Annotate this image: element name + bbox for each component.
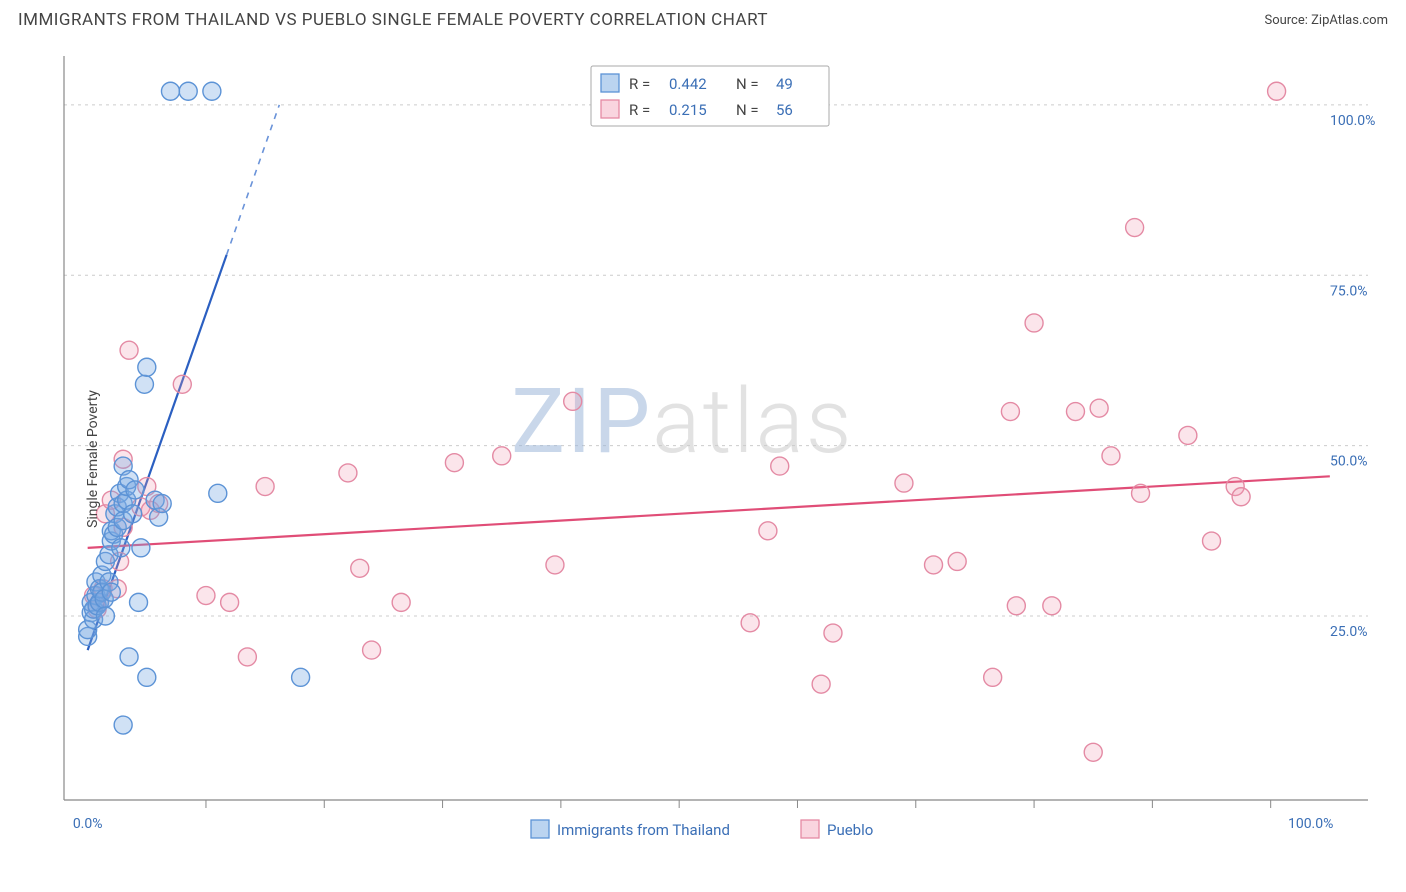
data-point-blue bbox=[203, 82, 221, 100]
data-point-pink bbox=[1132, 484, 1150, 502]
data-point-pink bbox=[771, 457, 789, 475]
legend-series: Immigrants from Thailand Pueblo bbox=[531, 820, 873, 839]
source-credit: Source: ZipAtlas.com bbox=[1264, 13, 1388, 28]
data-point-pink bbox=[741, 614, 759, 632]
data-point-pink bbox=[1232, 488, 1250, 506]
data-point-blue bbox=[96, 607, 114, 625]
data-point-blue bbox=[209, 484, 227, 502]
svg-text:R =: R = bbox=[629, 75, 650, 93]
data-point-blue bbox=[153, 495, 171, 513]
correlation-chart: 25.0% 50.0% 75.0% 100.0% ZIPatlas 0.0% 100.0% R… bbox=[18, 44, 1388, 874]
chart-container: Single Female Poverty 25.0% 50.0% 75.0% 100… bbox=[18, 44, 1388, 874]
y-axis-label: Single Female Poverty bbox=[85, 390, 101, 528]
data-point-pink bbox=[1007, 597, 1025, 615]
data-point-pink bbox=[197, 587, 215, 605]
data-point-pink bbox=[1268, 82, 1286, 100]
watermark: ZIPatlas bbox=[511, 369, 853, 474]
data-point-blue bbox=[179, 82, 197, 100]
data-point-blue bbox=[114, 716, 132, 734]
data-point-pink bbox=[351, 559, 369, 577]
data-point-pink bbox=[1126, 219, 1144, 237]
data-point-pink bbox=[564, 392, 582, 410]
svg-text:N =: N = bbox=[736, 75, 759, 93]
data-point-blue bbox=[138, 358, 156, 376]
y-tick-label: 25.0% bbox=[1330, 624, 1368, 640]
data-point-blue bbox=[130, 593, 148, 611]
legend-stats: R = 0.442 N = 49 R = 0.215 N = 56 bbox=[591, 66, 829, 126]
data-point-pink bbox=[256, 478, 274, 496]
svg-text:N =: N = bbox=[736, 101, 759, 119]
source-prefix: Source: bbox=[1264, 13, 1311, 28]
data-point-pink bbox=[1102, 447, 1120, 465]
data-point-pink bbox=[925, 556, 943, 574]
data-point-pink bbox=[1090, 399, 1108, 417]
data-point-pink bbox=[445, 454, 463, 472]
svg-text:Pueblo: Pueblo bbox=[827, 821, 873, 839]
y-tick-label: 100.0% bbox=[1330, 113, 1375, 129]
data-point-pink bbox=[546, 556, 564, 574]
data-point-blue bbox=[138, 668, 156, 686]
data-point-pink bbox=[824, 624, 842, 642]
data-point-pink bbox=[984, 668, 1002, 686]
data-point-blue bbox=[120, 648, 138, 666]
data-point-blue bbox=[292, 668, 310, 686]
chart-title: IMMIGRANTS FROM THAILAND VS PUEBLO SINGL… bbox=[18, 10, 768, 30]
svg-text:49: 49 bbox=[776, 75, 793, 93]
data-point-blue bbox=[161, 82, 179, 100]
data-point-blue bbox=[102, 583, 120, 601]
source-link[interactable]: ZipAtlas.com bbox=[1311, 13, 1388, 28]
x-origin-label: 0.0% bbox=[73, 816, 103, 832]
svg-text:0.442: 0.442 bbox=[669, 75, 707, 93]
data-point-pink bbox=[120, 341, 138, 359]
data-point-pink bbox=[221, 593, 239, 611]
data-point-pink bbox=[895, 474, 913, 492]
data-point-pink bbox=[1066, 403, 1084, 421]
x-end-label: 100.0% bbox=[1288, 816, 1333, 832]
data-point-pink bbox=[1203, 532, 1221, 550]
data-point-blue bbox=[126, 481, 144, 499]
data-point-blue bbox=[124, 505, 142, 523]
y-tick-label: 50.0% bbox=[1330, 454, 1368, 470]
data-point-pink bbox=[1179, 426, 1197, 444]
data-point-blue bbox=[112, 539, 130, 557]
y-tick-label: 75.0% bbox=[1330, 283, 1368, 299]
trend-line-blue-dash bbox=[227, 105, 280, 255]
data-point-pink bbox=[173, 375, 191, 393]
data-point-pink bbox=[392, 593, 410, 611]
data-point-pink bbox=[1084, 743, 1102, 761]
data-point-pink bbox=[238, 648, 256, 666]
data-point-pink bbox=[493, 447, 511, 465]
data-point-pink bbox=[339, 464, 357, 482]
data-point-pink bbox=[759, 522, 777, 540]
data-point-pink bbox=[812, 675, 830, 693]
data-point-blue bbox=[132, 539, 150, 557]
data-point-blue bbox=[135, 375, 153, 393]
svg-text:Immigrants from Thailand: Immigrants from Thailand bbox=[557, 821, 730, 839]
data-point-pink bbox=[1025, 314, 1043, 332]
data-point-pink bbox=[948, 552, 966, 570]
data-point-pink bbox=[1001, 403, 1019, 421]
svg-text:56: 56 bbox=[776, 101, 793, 119]
data-point-pink bbox=[363, 641, 381, 659]
data-point-pink bbox=[1043, 597, 1061, 615]
svg-text:0.215: 0.215 bbox=[669, 101, 707, 119]
svg-text:R =: R = bbox=[629, 101, 650, 119]
